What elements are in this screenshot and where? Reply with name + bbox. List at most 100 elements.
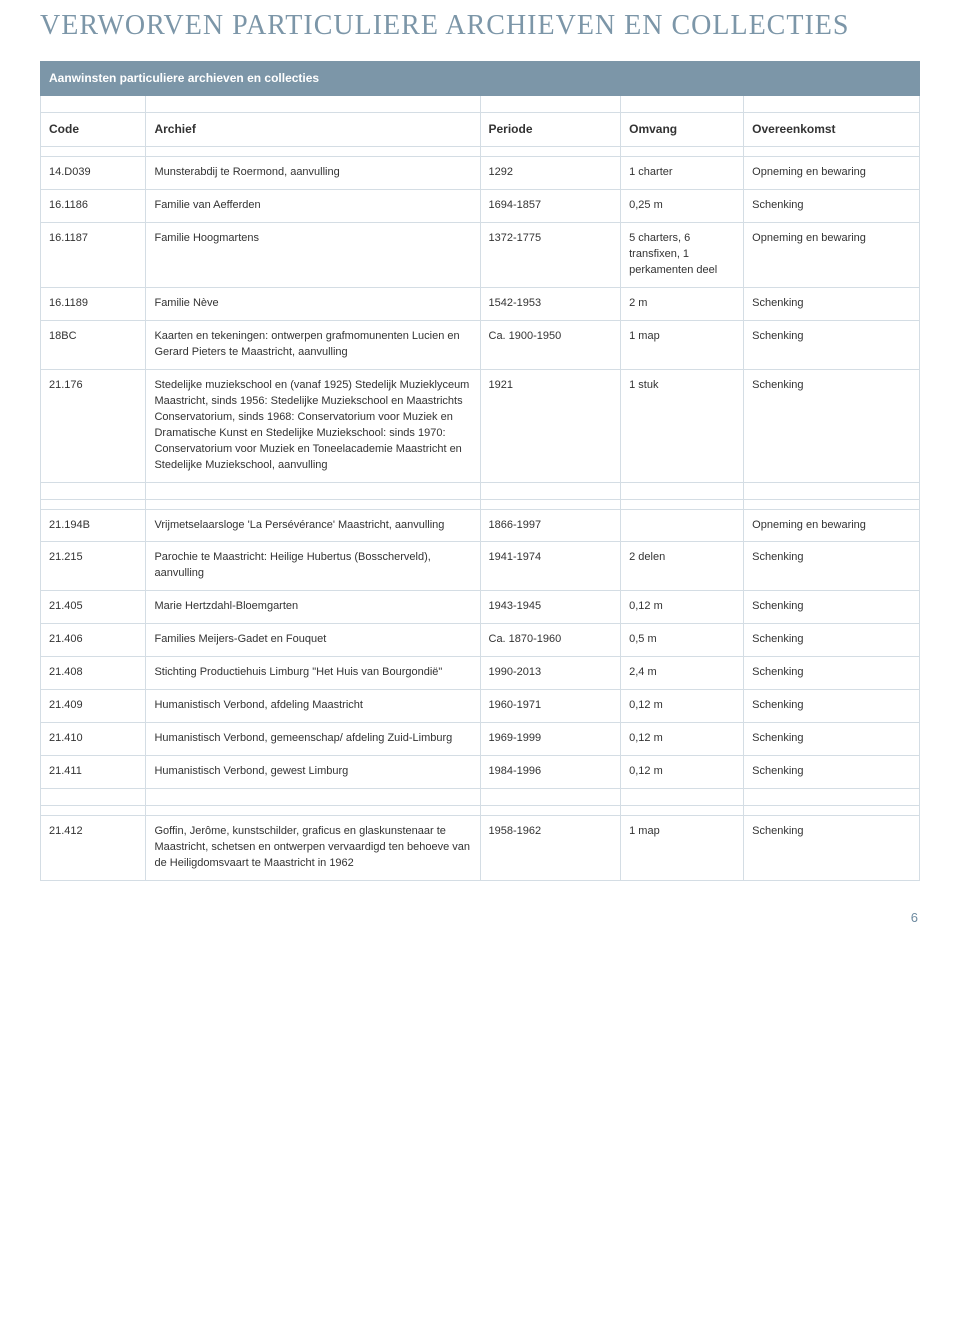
table-cell: Stichting Productiehuis Limburg "Het Hui… bbox=[146, 657, 480, 690]
table-cell: Omvang bbox=[621, 112, 744, 146]
table-cell: 1969-1999 bbox=[480, 723, 621, 756]
table-cell: Schenking bbox=[744, 723, 920, 756]
table-cell: 2 m bbox=[621, 288, 744, 321]
table-cell: Schenking bbox=[744, 288, 920, 321]
table-cell: 1866-1997 bbox=[480, 509, 621, 542]
table-cell: 14.D039 bbox=[41, 157, 146, 190]
table-cell: 16.1189 bbox=[41, 288, 146, 321]
table-cell: Familie Hoogmartens bbox=[146, 223, 480, 288]
table-row: 21.410Humanistisch Verbond, gemeenschap/… bbox=[41, 723, 920, 756]
table-cell bbox=[480, 147, 621, 157]
archives-table: Aanwinsten particuliere archieven en col… bbox=[40, 61, 920, 881]
table-cell: 0,12 m bbox=[621, 591, 744, 624]
table-cell: Schenking bbox=[744, 369, 920, 482]
table-cell: 21.194B bbox=[41, 509, 146, 542]
table-cell bbox=[744, 482, 920, 499]
table-cell bbox=[146, 788, 480, 805]
intro-cell bbox=[480, 61, 621, 95]
table-cell bbox=[480, 482, 621, 499]
table-cell: 1958-1962 bbox=[480, 815, 621, 880]
table-row: 21.409Humanistisch Verbond, afdeling Maa… bbox=[41, 690, 920, 723]
header-row: CodeArchiefPeriodeOmvangOvereenkomst bbox=[41, 112, 920, 146]
table-cell bbox=[41, 805, 146, 815]
table-cell: Opneming en bewaring bbox=[744, 509, 920, 542]
table-cell: Periode bbox=[480, 112, 621, 146]
table-cell bbox=[146, 482, 480, 499]
table-cell: Parochie te Maastricht: Heilige Hubertus… bbox=[146, 542, 480, 591]
table-cell: 16.1186 bbox=[41, 190, 146, 223]
table-cell: 1921 bbox=[480, 369, 621, 482]
table-cell: 1694-1857 bbox=[480, 190, 621, 223]
table-row bbox=[41, 95, 920, 112]
table-cell: Munsterabdij te Roermond, aanvulling bbox=[146, 157, 480, 190]
table-cell: 1984-1996 bbox=[480, 756, 621, 789]
table-cell: 21.410 bbox=[41, 723, 146, 756]
table-cell: Schenking bbox=[744, 756, 920, 789]
table-cell: 1 charter bbox=[621, 157, 744, 190]
table-cell: Opneming en bewaring bbox=[744, 223, 920, 288]
table-cell bbox=[744, 499, 920, 509]
table-cell: 1542-1953 bbox=[480, 288, 621, 321]
table-cell: Familie van Aefferden bbox=[146, 190, 480, 223]
table-cell: 1960-1971 bbox=[480, 690, 621, 723]
intro-cell bbox=[621, 61, 744, 95]
table-cell bbox=[146, 499, 480, 509]
table-cell: 21.215 bbox=[41, 542, 146, 591]
table-cell: 21.405 bbox=[41, 591, 146, 624]
table-cell: Vrijmetselaarsloge 'La Persévérance' Maa… bbox=[146, 509, 480, 542]
table-row: 21.412Goffin, Jerôme, kunstschilder, gra… bbox=[41, 815, 920, 880]
table-row: 18BCKaarten en tekeningen: ontwerpen gra… bbox=[41, 321, 920, 370]
table-cell bbox=[744, 788, 920, 805]
table-cell: Schenking bbox=[744, 815, 920, 880]
table-cell: Overeenkomst bbox=[744, 112, 920, 146]
table-cell: Marie Hertzdahl-Bloemgarten bbox=[146, 591, 480, 624]
table-cell: 21.408 bbox=[41, 657, 146, 690]
table-cell: 0,12 m bbox=[621, 690, 744, 723]
table-cell: 21.406 bbox=[41, 624, 146, 657]
page-number: 6 bbox=[40, 909, 920, 928]
table-cell bbox=[621, 805, 744, 815]
table-cell bbox=[744, 95, 920, 112]
table-cell: 18BC bbox=[41, 321, 146, 370]
table-cell: 1990-2013 bbox=[480, 657, 621, 690]
intro-cell: Aanwinsten particuliere archieven en col… bbox=[41, 61, 481, 95]
table-cell: Familie Nève bbox=[146, 288, 480, 321]
table-cell bbox=[480, 805, 621, 815]
table-row: 21.405Marie Hertzdahl-Bloemgarten1943-19… bbox=[41, 591, 920, 624]
table-cell: 21.409 bbox=[41, 690, 146, 723]
table-row bbox=[41, 147, 920, 157]
table-cell bbox=[146, 805, 480, 815]
table-cell: Ca. 1870-1960 bbox=[480, 624, 621, 657]
table-cell: 1372-1775 bbox=[480, 223, 621, 288]
table-row: 21.194BVrijmetselaarsloge 'La Persévéran… bbox=[41, 509, 920, 542]
table-row: 21.176Stedelijke muziekschool en (vanaf … bbox=[41, 369, 920, 482]
table-cell: Schenking bbox=[744, 190, 920, 223]
table-cell bbox=[41, 95, 146, 112]
table-cell: Kaarten en tekeningen: ontwerpen grafmom… bbox=[146, 321, 480, 370]
table-row: 14.D039Munsterabdij te Roermond, aanvull… bbox=[41, 157, 920, 190]
table-cell: Ca. 1900-1950 bbox=[480, 321, 621, 370]
table-cell bbox=[621, 499, 744, 509]
table-cell bbox=[621, 95, 744, 112]
table-cell bbox=[744, 147, 920, 157]
table-cell: 1941-1974 bbox=[480, 542, 621, 591]
table-row bbox=[41, 499, 920, 509]
table-cell bbox=[480, 788, 621, 805]
intro-cell bbox=[744, 61, 920, 95]
table-cell: Schenking bbox=[744, 321, 920, 370]
table-cell: 1292 bbox=[480, 157, 621, 190]
table-row: 21.406Families Meijers-Gadet en FouquetC… bbox=[41, 624, 920, 657]
table-cell: Schenking bbox=[744, 591, 920, 624]
table-cell: Families Meijers-Gadet en Fouquet bbox=[146, 624, 480, 657]
table-row bbox=[41, 482, 920, 499]
table-cell: 1 map bbox=[621, 321, 744, 370]
table-cell: 0,12 m bbox=[621, 723, 744, 756]
table-cell bbox=[41, 147, 146, 157]
table-cell bbox=[744, 805, 920, 815]
table-cell: 0,12 m bbox=[621, 756, 744, 789]
table-row bbox=[41, 805, 920, 815]
table-cell: 2,4 m bbox=[621, 657, 744, 690]
table-cell bbox=[621, 788, 744, 805]
table-row: 21.411Humanistisch Verbond, gewest Limbu… bbox=[41, 756, 920, 789]
table-cell: 0,25 m bbox=[621, 190, 744, 223]
